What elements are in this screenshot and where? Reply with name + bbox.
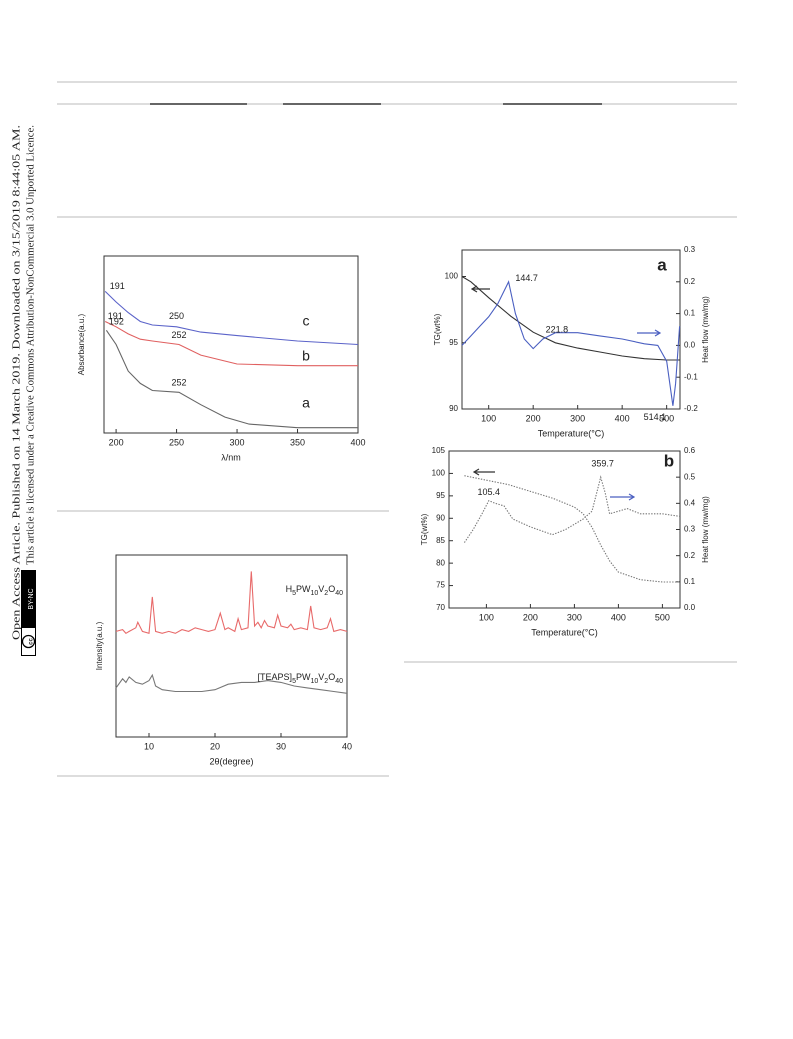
series-line [104,321,358,367]
chart: 10 20 30 40 2θ(degree) Intensity(a.u.) H5PW10V… [95,554,352,766]
peak-label: 191 [110,281,125,291]
peak-label: 105.4 [478,487,501,497]
y-axis-label: Absorbance(a.u.) [77,313,86,375]
series-label: b [302,348,310,364]
x-tick-label: 400 [611,612,626,622]
peak-label: 250 [169,311,184,321]
series-line [105,329,358,429]
badge-icon: cc [29,638,35,645]
peak-label: 359.7 [591,459,614,469]
y2-tick-label: -0.1 [684,372,698,381]
x-tick-label: 100 [479,612,494,622]
y2-tick-label: 0.1 [684,309,696,318]
x-tick-label: 400 [350,437,365,447]
peak-label: 221.8 [546,324,569,334]
x-tick-label: 10 [144,741,154,751]
x-axis-label: Temperature(°C) [531,627,598,637]
y2-tick-label: 0.3 [684,525,696,534]
y-tick-label: 80 [436,558,445,567]
x-tick-label: 100 [481,413,496,423]
x-tick-label: 30 [276,741,286,751]
y-tick-label: 90 [449,404,458,413]
panel-label: b [664,451,674,470]
y2-axis-label: Heat flow (mw/mg) [701,496,710,563]
y2-tick-label: 0.6 [684,446,696,455]
y2-tick-label: -0.2 [684,404,698,413]
y-tick-label: 100 [432,469,446,478]
y2-tick-label: 0.2 [684,551,696,560]
x-axis-label: 2θ(degree) [209,756,253,766]
y2-tick-label: 0.0 [684,341,696,350]
chart: 100 200 300 400 500 70 75 80 85 90 95 100 105 0.0 0.1 0… [420,446,710,637]
x-tick-label: 300 [230,437,245,447]
series-line [464,475,680,583]
license-badge: cc BY-NC [21,570,36,656]
x-tick-label: 350 [290,437,305,447]
x-tick-label: 200 [526,413,541,423]
peak-label: 192 [109,317,124,327]
y-tick-label: 70 [436,603,445,612]
x-axis-label: λ/nm [221,452,241,462]
series-line [461,280,681,406]
x-tick-label: 250 [169,437,184,447]
y-tick-label: 95 [449,338,458,347]
y2-tick-label: 0.5 [684,472,696,481]
y2-tick-label: 0.3 [684,245,696,254]
series-line [115,571,348,635]
peak-label: 144.7 [515,273,538,283]
series-label: [TEAPS]5PW10V2O40 [258,672,344,684]
y2-tick-label: 0.0 [684,603,696,612]
peak-label: 191 [108,311,123,321]
y2-tick-label: 0.2 [684,277,696,286]
y-tick-label: 90 [436,513,445,522]
y-tick-label: 95 [436,491,445,500]
panel-label: a [657,255,667,274]
series-line [461,276,680,361]
arrow [637,329,662,337]
plot-frame [461,249,681,410]
x-tick-label: 40 [342,741,352,751]
peak-label: 252 [171,330,186,340]
y-tick-label: 85 [436,536,445,545]
y2-tick-label: 0.1 [684,577,696,586]
y2-axis-label: Heat flow (mw/mg) [701,296,710,363]
arrow [470,285,490,293]
x-tick-label: 500 [659,413,674,423]
y-tick-label: 100 [445,272,459,281]
x-axis-label: Temperature(°C) [538,428,605,438]
side-notice: Open Access Article. Published on 14 Mar… [11,125,23,640]
plot-frame [448,450,681,609]
y-axis-label: TG(wt%) [420,513,429,545]
badge-label: BY-NC [28,588,35,609]
badge-circle [21,634,36,649]
y-tick-label: 75 [436,581,445,590]
series-label: a [302,395,310,411]
x-tick-label: 200 [109,437,124,447]
arrow [472,468,495,476]
side-notice: This article is licensed under a Creativ… [25,125,37,565]
series-line [104,291,359,346]
arrows [470,285,662,501]
y-axis-label: Intensity(a.u.) [95,621,104,670]
arrow [610,493,636,501]
x-tick-label: 400 [615,413,630,423]
chart: 200 250 300 350 400 λ/nm Absorbance(a.u.) 191 25… [77,255,366,462]
chart: 100 200 300 400 500 90 95 100 -0.2 -0.1 0.0 0.1 0.2 0… [433,245,710,438]
peak-label: 514.1 [644,412,667,422]
series-line [115,673,348,694]
x-tick-label: 200 [523,612,538,622]
series-label: c [303,313,310,329]
y-axis-label: TG(wt%) [433,313,442,345]
y2-tick-label: 0.4 [684,498,696,507]
x-tick-label: 20 [210,741,220,751]
x-tick-label: 300 [570,413,585,423]
plot-frame [115,554,348,738]
plot-frame [103,255,359,434]
x-tick-label: 300 [567,612,582,622]
y-tick-label: 105 [432,446,446,455]
x-tick-label: 500 [655,612,670,622]
peak-label: 252 [171,378,186,388]
series-label: H5PW10V2O40 [286,584,344,596]
